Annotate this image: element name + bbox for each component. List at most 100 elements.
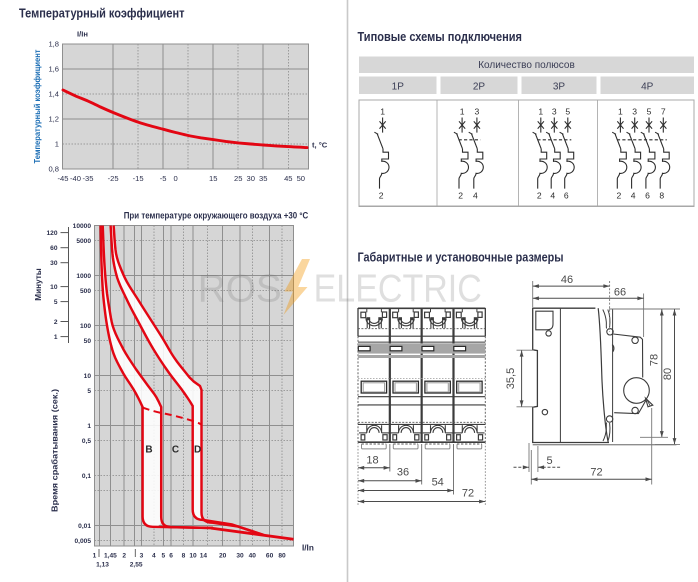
svg-text:-25: -25 xyxy=(108,174,119,183)
svg-text:3: 3 xyxy=(632,107,637,117)
svg-text:1: 1 xyxy=(380,107,385,117)
svg-text:-35: -35 xyxy=(83,174,94,183)
svg-text:8: 8 xyxy=(182,553,186,560)
svg-text:1P: 1P xyxy=(392,82,405,93)
svg-text:6: 6 xyxy=(564,191,569,201)
svg-text:1: 1 xyxy=(54,334,58,341)
svg-text:3: 3 xyxy=(140,553,144,560)
svg-text:0,5: 0,5 xyxy=(82,438,91,445)
svg-text:72: 72 xyxy=(462,488,474,500)
svg-text:Минуты: Минуты xyxy=(34,268,43,300)
svg-text:-45: -45 xyxy=(58,174,69,183)
svg-text:3P: 3P xyxy=(553,82,566,93)
svg-text:14: 14 xyxy=(200,553,208,560)
svg-text:10000: 10000 xyxy=(73,223,92,230)
svg-text:При температуре окружающего во: При температуре окружающего воздуха +30 … xyxy=(124,211,309,221)
svg-text:1: 1 xyxy=(93,553,97,560)
svg-text:1: 1 xyxy=(87,423,91,430)
svg-text:1,8: 1,8 xyxy=(48,40,59,49)
svg-text:60: 60 xyxy=(50,245,58,252)
svg-text:120: 120 xyxy=(46,230,57,237)
svg-text:80: 80 xyxy=(278,553,286,560)
svg-text:10: 10 xyxy=(189,553,197,560)
svg-text:25: 25 xyxy=(234,174,242,183)
svg-text:54: 54 xyxy=(432,477,444,489)
svg-text:0,01: 0,01 xyxy=(78,523,91,530)
svg-text:45: 45 xyxy=(284,174,292,183)
svg-text:1,13: 1,13 xyxy=(96,562,109,569)
svg-text:80: 80 xyxy=(662,368,674,380)
svg-text:5: 5 xyxy=(161,553,165,560)
svg-text:30: 30 xyxy=(246,174,254,183)
svg-text:2: 2 xyxy=(458,191,463,201)
svg-text:ELECTRIC: ELECTRIC xyxy=(314,267,482,310)
svg-text:66: 66 xyxy=(614,286,626,298)
svg-text:2: 2 xyxy=(379,191,384,201)
svg-text:30: 30 xyxy=(236,553,244,560)
svg-text:40: 40 xyxy=(249,553,257,560)
svg-text:1,2: 1,2 xyxy=(48,115,59,124)
svg-text:1,4: 1,4 xyxy=(48,90,59,99)
svg-text:6: 6 xyxy=(645,191,650,201)
svg-text:I/In: I/In xyxy=(302,544,314,553)
svg-text:-5: -5 xyxy=(160,174,167,183)
svg-text:78: 78 xyxy=(649,354,661,366)
svg-text:46: 46 xyxy=(561,274,573,286)
svg-text:2: 2 xyxy=(617,191,622,201)
svg-text:t, °C: t, °C xyxy=(312,141,328,150)
svg-text:Габаритные и установочные разм: Габаритные и установочные размеры xyxy=(358,250,564,265)
svg-text:-40: -40 xyxy=(70,174,81,183)
svg-text:5: 5 xyxy=(565,107,570,117)
svg-text:5000: 5000 xyxy=(76,238,91,245)
svg-text:35: 35 xyxy=(259,174,267,183)
svg-text:1,45: 1,45 xyxy=(104,553,117,560)
svg-text:1: 1 xyxy=(460,107,465,117)
svg-text:1: 1 xyxy=(55,140,59,149)
svg-text:100: 100 xyxy=(80,323,91,330)
svg-text:2: 2 xyxy=(537,191,542,201)
svg-text:C: C xyxy=(172,445,179,456)
svg-text:Температурный коэффициент: Температурный коэффициент xyxy=(19,6,185,21)
svg-text:18: 18 xyxy=(366,455,378,467)
svg-text:-15: -15 xyxy=(133,174,144,183)
svg-text:Типовые схемы подключения: Типовые схемы подключения xyxy=(358,29,523,44)
svg-text:1: 1 xyxy=(538,107,543,117)
svg-text:7: 7 xyxy=(661,107,666,117)
svg-text:D: D xyxy=(194,445,201,456)
svg-text:B: B xyxy=(145,445,152,456)
svg-text:ROS: ROS xyxy=(198,267,282,310)
svg-text:2P: 2P xyxy=(473,82,486,93)
svg-text:3: 3 xyxy=(552,107,557,117)
svg-text:72: 72 xyxy=(590,467,602,479)
svg-text:4: 4 xyxy=(631,191,636,201)
svg-text:5: 5 xyxy=(647,107,652,117)
svg-text:5: 5 xyxy=(54,299,58,306)
svg-text:15: 15 xyxy=(209,174,217,183)
svg-text:500: 500 xyxy=(80,288,91,295)
svg-text:4: 4 xyxy=(152,553,156,560)
svg-text:10: 10 xyxy=(50,284,58,291)
svg-text:50: 50 xyxy=(84,338,92,345)
svg-text:0: 0 xyxy=(173,174,177,183)
svg-text:1,6: 1,6 xyxy=(48,65,59,74)
svg-text:0,8: 0,8 xyxy=(48,165,59,174)
svg-text:3: 3 xyxy=(475,107,480,117)
svg-text:50: 50 xyxy=(297,174,305,183)
svg-text:0,005: 0,005 xyxy=(74,538,91,545)
svg-text:36: 36 xyxy=(397,467,409,479)
svg-text:4: 4 xyxy=(550,191,555,201)
svg-text:Количество полюсов: Количество полюсов xyxy=(478,60,575,71)
svg-text:5: 5 xyxy=(87,388,91,395)
svg-text:2: 2 xyxy=(122,553,126,560)
svg-text:1: 1 xyxy=(618,107,623,117)
svg-text:2,55: 2,55 xyxy=(130,562,143,569)
svg-text:60: 60 xyxy=(266,553,274,560)
svg-text:4P: 4P xyxy=(641,82,654,93)
svg-text:Температурный коэффициент: Температурный коэффициент xyxy=(33,49,42,163)
svg-text:Время срабатывания (сек.): Время срабатывания (сек.) xyxy=(50,389,60,512)
svg-text:1000: 1000 xyxy=(76,273,91,280)
svg-text:I/Iн: I/Iн xyxy=(77,30,88,39)
svg-text:6: 6 xyxy=(169,553,173,560)
svg-text:8: 8 xyxy=(659,191,664,201)
svg-text:5: 5 xyxy=(546,455,552,467)
